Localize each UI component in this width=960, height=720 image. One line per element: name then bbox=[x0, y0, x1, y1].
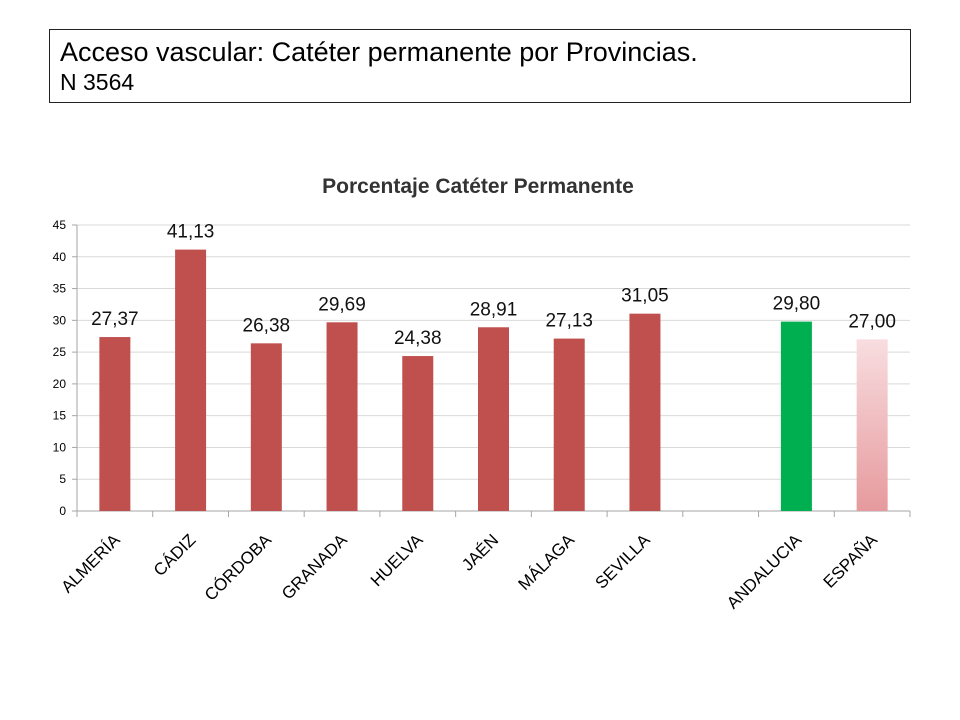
bar-españa bbox=[856, 339, 888, 511]
chart-title: Porcentaje Catéter Permanente bbox=[322, 175, 634, 198]
category-label: CÓRDOBA bbox=[201, 530, 276, 605]
bar-almería bbox=[99, 337, 131, 511]
y-tick-label: 5 bbox=[59, 472, 66, 486]
category-label: ANDALUCIA bbox=[723, 530, 806, 613]
slide-title: Acceso vascular: Catéter permanente por … bbox=[60, 37, 698, 67]
category-label: ESPAÑA bbox=[820, 530, 882, 592]
y-tick-label: 25 bbox=[53, 345, 67, 359]
data-label: 26,38 bbox=[243, 315, 291, 336]
category-label: GRANADA bbox=[278, 530, 351, 603]
y-tick-label: 40 bbox=[53, 250, 67, 264]
bar-sevilla bbox=[629, 313, 661, 511]
data-label: 28,91 bbox=[470, 299, 518, 320]
category-label: JAÉN bbox=[458, 530, 502, 574]
bar-andalucia bbox=[780, 321, 812, 511]
data-label: 29,69 bbox=[318, 294, 366, 315]
data-label: 27,00 bbox=[848, 311, 896, 332]
bar-málaga bbox=[553, 338, 585, 511]
y-tick-label: 10 bbox=[53, 440, 67, 454]
data-label: 24,38 bbox=[394, 328, 442, 349]
category-label: MÁLAGA bbox=[515, 530, 579, 594]
axes: 0 5 10 15 20 25 30 35 40 45 bbox=[53, 218, 911, 518]
y-tick-label: 35 bbox=[53, 282, 67, 296]
category-labels: ALMERÍA CÁDIZ CÓRDOBA GRANADA HUELVA JAÉN MÁLA… bbox=[57, 530, 881, 613]
bar-córdoba bbox=[250, 343, 282, 511]
y-tick-label: 0 bbox=[59, 504, 66, 518]
bar-jaén bbox=[478, 327, 509, 511]
data-label: 27,13 bbox=[545, 311, 593, 332]
data-label: 27,37 bbox=[91, 309, 139, 330]
y-tick-label: 15 bbox=[53, 409, 67, 423]
category-label: HUELVA bbox=[367, 530, 427, 590]
category-label: ALMERÍA bbox=[57, 530, 124, 597]
y-tick-label: 45 bbox=[53, 218, 67, 232]
data-label: 29,80 bbox=[773, 294, 821, 315]
bar-cádiz bbox=[175, 249, 207, 511]
slide-title-box: Acceso vascular: Catéter permanente por … bbox=[49, 29, 911, 103]
data-label: 41,13 bbox=[167, 222, 215, 243]
bar-huelva bbox=[402, 356, 434, 511]
y-tick-label: 30 bbox=[53, 313, 67, 327]
bars bbox=[99, 249, 888, 511]
y-tick-label: 20 bbox=[53, 377, 67, 391]
category-label: SEVILLA bbox=[592, 530, 655, 593]
slide-subtitle: N 3564 bbox=[60, 69, 135, 95]
bar-granada bbox=[326, 322, 358, 511]
data-label: 31,05 bbox=[621, 286, 669, 307]
category-label: CÁDIZ bbox=[150, 530, 199, 579]
data-labels: 27,37 41,13 26,38 29,69 24,38 28,91 27,13 31,05… bbox=[91, 222, 896, 349]
